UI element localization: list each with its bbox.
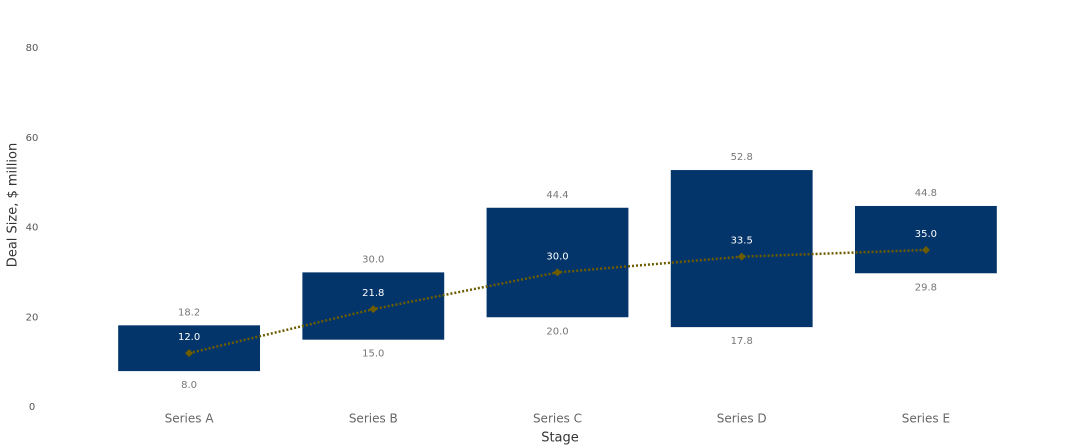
high-label: 44.8 xyxy=(915,188,937,199)
y-tick-label: 80 xyxy=(26,43,39,54)
x-tick-label: Series D xyxy=(717,412,767,426)
y-tick-label: 60 xyxy=(26,133,39,144)
low-label: 15.0 xyxy=(362,349,384,360)
median-label: 21.8 xyxy=(362,288,384,299)
range-bar xyxy=(854,205,997,274)
median-marker xyxy=(369,305,378,314)
x-tick-label: Series A xyxy=(165,412,215,426)
median-marker xyxy=(737,252,746,261)
y-tick-label: 0 xyxy=(29,402,35,413)
y-tick-label: 40 xyxy=(26,223,39,234)
median-marker xyxy=(921,245,930,254)
median-marker xyxy=(185,349,194,358)
x-tick-label: Series E xyxy=(902,412,950,426)
median-label: 30.0 xyxy=(546,251,568,262)
range-bar xyxy=(670,170,813,328)
median-label: 35.0 xyxy=(915,229,937,240)
low-label: 8.0 xyxy=(181,380,197,391)
median-marker xyxy=(553,268,562,277)
y-axis-title: Deal Size, $ million xyxy=(6,143,21,267)
range-bar xyxy=(486,207,629,318)
median-label: 12.0 xyxy=(178,332,200,343)
x-axis-title: Stage xyxy=(541,431,579,446)
low-label: 20.0 xyxy=(546,326,568,337)
high-label: 30.0 xyxy=(362,254,384,265)
range-bar xyxy=(118,325,261,372)
low-label: 29.8 xyxy=(915,282,937,293)
median-label: 33.5 xyxy=(731,236,753,247)
high-label: 44.4 xyxy=(546,190,568,201)
y-tick-label: 20 xyxy=(26,312,39,323)
high-label: 52.8 xyxy=(731,152,753,163)
low-label: 17.8 xyxy=(731,336,753,347)
high-label: 18.2 xyxy=(178,307,200,318)
x-tick-label: Series B xyxy=(349,412,398,426)
x-tick-label: Series C xyxy=(533,412,582,426)
